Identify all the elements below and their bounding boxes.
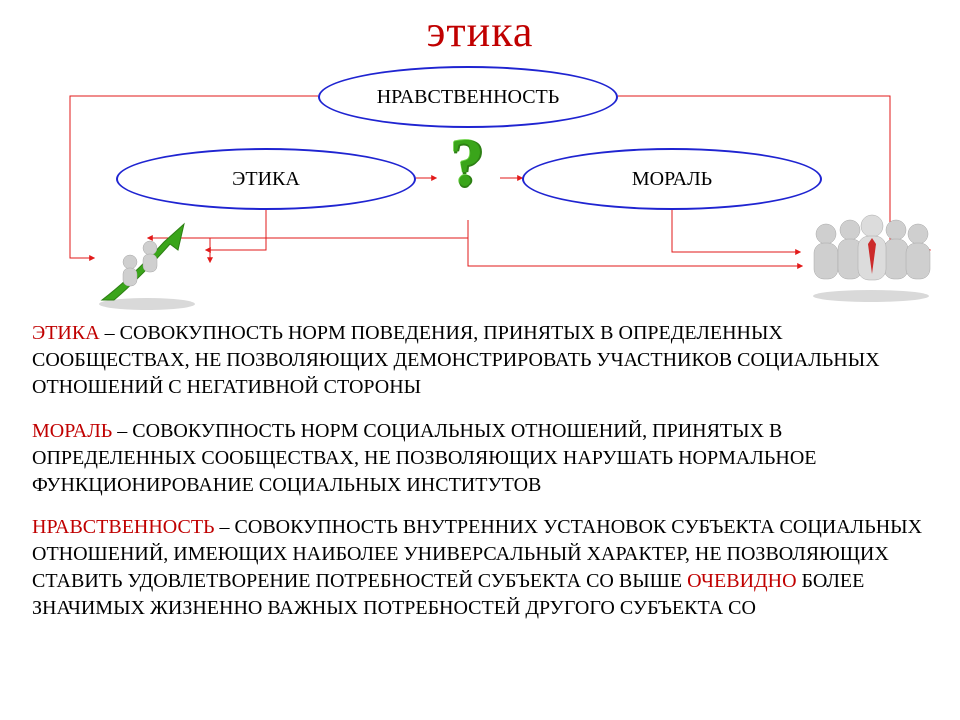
people-group-icon <box>806 204 936 304</box>
ellipse-etika: ЭТИКА <box>116 148 416 210</box>
ellipse-label: ЭТИКА <box>232 168 300 191</box>
slide-canvas: этика НРАВСТВЕННОСТЬ ЭТИКА МОРАЛЬ ? <box>0 0 960 720</box>
definition-moral: МОРАЛЬ – СОВОКУПНОСТЬ НОРМ СОЦИАЛЬНЫХ ОТ… <box>32 418 932 499</box>
growth-arrow-icon <box>92 222 202 312</box>
definition-etika: ЭТИКА – СОВОКУПНОСТЬ НОРМ ПОВЕДЕНИЯ, ПРИ… <box>32 320 932 401</box>
ellipse-nravstvennost: НРАВСТВЕННОСТЬ <box>318 66 618 128</box>
ellipse-label: МОРАЛЬ <box>632 168 712 191</box>
definition-nravstvennost: НРАВСТВЕННОСТЬ – СОВОКУПНОСТЬ ВНУТРЕННИХ… <box>32 514 932 622</box>
definition-text: – СОВОКУПНОСТЬ НОРМ ПОВЕДЕНИЯ, ПРИНЯТЫХ … <box>32 322 880 398</box>
definition-text: – СОВОКУПНОСТЬ НОРМ СОЦИАЛЬНЫХ ОТНОШЕНИЙ… <box>32 420 817 496</box>
definition-term: МОРАЛЬ <box>32 420 112 442</box>
definition-term: НРАВСТВЕННОСТЬ <box>32 516 215 538</box>
page-title: этика <box>0 6 960 57</box>
definition-highlight: ОЧЕВИДНО <box>687 570 796 592</box>
ellipse-label: НРАВСТВЕННОСТЬ <box>377 86 560 109</box>
ellipse-moral: МОРАЛЬ <box>522 148 822 210</box>
definition-term: ЭТИКА <box>32 322 100 344</box>
question-mark-icon: ? <box>432 132 502 212</box>
